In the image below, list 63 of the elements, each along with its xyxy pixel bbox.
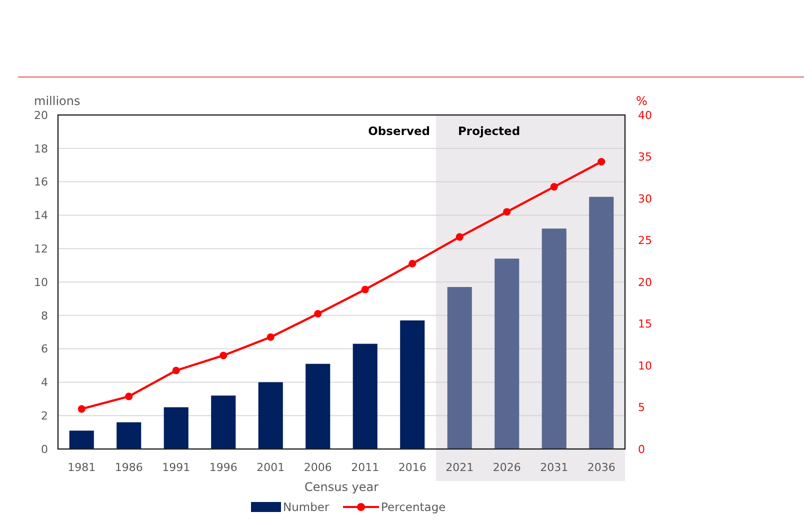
point: [266, 333, 274, 341]
x-tick-label: 2011: [351, 461, 380, 474]
bar: [211, 396, 236, 449]
y2-tick-label: 5: [638, 401, 645, 414]
y2-tick-label: 10: [638, 359, 652, 372]
point: [550, 183, 558, 191]
bar: [447, 287, 472, 449]
point: [220, 352, 228, 360]
y-tick-label: 16: [34, 176, 48, 189]
y-tick-label: 6: [41, 342, 48, 356]
bar: [400, 320, 425, 449]
bar: [116, 422, 142, 449]
y-tick-label: 2: [41, 409, 48, 422]
bar: [69, 430, 94, 449]
x-tick-label: 1986: [114, 461, 143, 474]
x-tick-label: 2016: [398, 461, 426, 474]
y-axis-title: millions: [34, 94, 80, 108]
x-tick-label: 1996: [209, 461, 238, 474]
y2-tick-label: 35: [638, 150, 652, 164]
point: [598, 158, 606, 166]
x-tick-label: 2026: [492, 461, 521, 474]
point: [361, 286, 369, 294]
point: [314, 310, 322, 318]
point: [172, 366, 180, 374]
legend-label: Percentage: [381, 500, 446, 514]
y2-tick-label: 0: [638, 442, 645, 456]
x-tick-label: 2021: [446, 461, 474, 474]
point: [503, 208, 511, 216]
bar: [589, 196, 614, 449]
point: [125, 392, 133, 400]
point: [408, 260, 416, 268]
y-tick-label: 20: [34, 108, 48, 122]
y-tick-label: 18: [34, 142, 48, 156]
y-tick-label: 14: [34, 209, 48, 222]
legend-label: Number: [283, 500, 330, 514]
x-tick-label: 2031: [540, 461, 568, 474]
x-tick-label: 2036: [587, 461, 616, 474]
x-tick-label: 1991: [162, 461, 190, 474]
y2-tick-label: 20: [638, 276, 652, 289]
y2-tick-label: 15: [638, 318, 652, 331]
point: [78, 405, 86, 413]
y2-axis-title: %: [636, 94, 648, 108]
x-tick-label: 2006: [304, 461, 332, 474]
y2-tick-label: 40: [638, 108, 652, 122]
point: [456, 233, 464, 241]
bar: [494, 258, 520, 449]
bar: [306, 364, 330, 449]
y-tick-label: 0: [41, 442, 48, 456]
y-tick-label: 8: [41, 309, 48, 322]
annotation: Observed: [368, 124, 430, 138]
y-tick-label: 12: [34, 242, 48, 256]
bar: [352, 344, 378, 449]
y-tick-label: 10: [34, 276, 48, 289]
y2-tick-label: 30: [638, 192, 652, 206]
y2-tick-label: 25: [638, 234, 652, 248]
x-tick-label: 1981: [68, 461, 96, 474]
y-tick-label: 4: [41, 376, 48, 390]
x-tick-label: 2001: [256, 461, 285, 474]
band-label: Projected: [458, 124, 520, 138]
bar: [258, 382, 283, 449]
bar: [542, 228, 566, 449]
x-axis-title: Census year: [304, 480, 379, 494]
bar: [164, 407, 188, 449]
